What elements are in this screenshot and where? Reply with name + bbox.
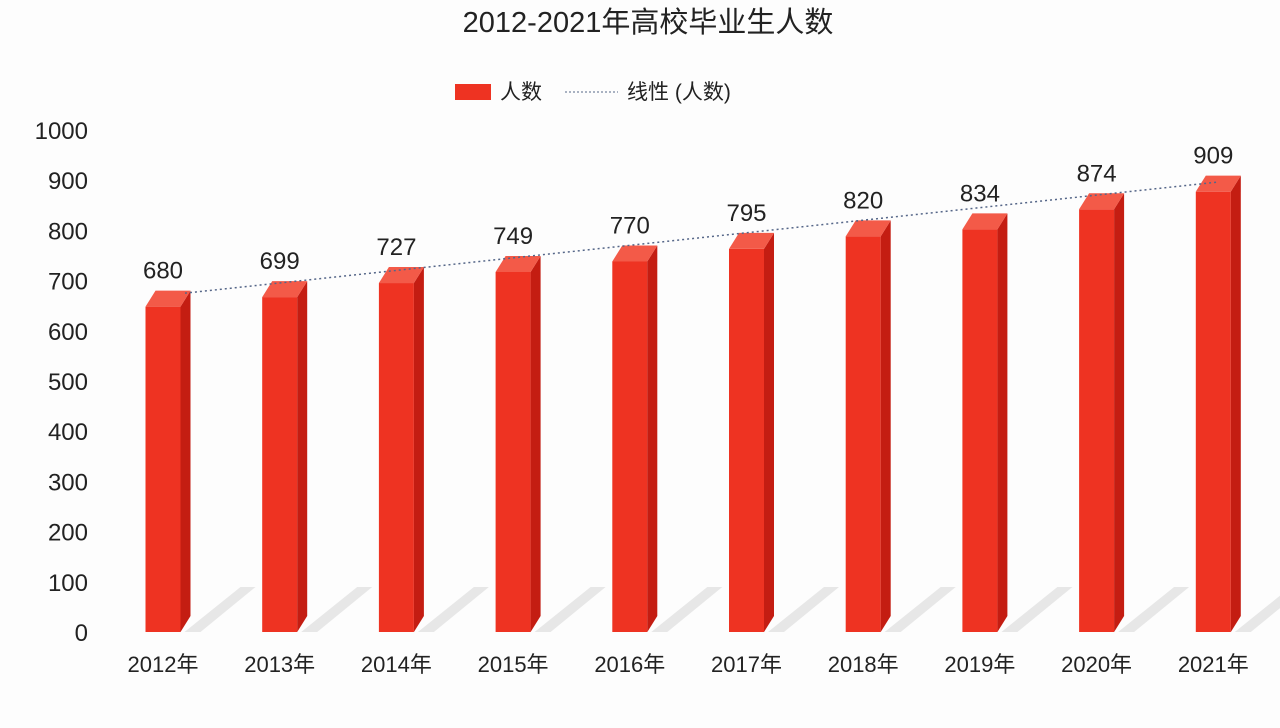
x-tick-label: 2014年 (361, 652, 432, 677)
bar-side (764, 232, 774, 632)
y-tick-label: 0 (75, 620, 88, 647)
bar-top (612, 245, 658, 262)
legend-label-bars: 人数 (500, 81, 542, 104)
bar-side (1230, 175, 1241, 632)
bar (1195, 191, 1231, 632)
bar (729, 248, 764, 632)
y-tick-label: 1000 (35, 118, 88, 145)
bar-side (180, 290, 191, 632)
x-tick-label: 2015年 (478, 652, 549, 677)
bar (495, 272, 531, 632)
bar (1079, 209, 1115, 632)
bar-shadow (301, 587, 373, 632)
bar-side (530, 256, 541, 632)
x-tick-label: 2020年 (1061, 652, 1132, 677)
bar-shadow (768, 587, 839, 632)
data-label: 699 (260, 248, 300, 275)
y-tick-label: 100 (48, 570, 88, 597)
bar (612, 261, 648, 632)
data-label: 834 (960, 180, 1000, 207)
bar-top (262, 281, 308, 298)
trendline (184, 181, 1219, 294)
data-label: 909 (1193, 143, 1233, 170)
x-tick-label: 2018年 (828, 652, 899, 677)
y-tick-label: 200 (48, 520, 88, 547)
y-tick-label: 500 (48, 369, 88, 396)
x-tick-label: 2017年 (711, 652, 782, 677)
x-tick-label: 2012年 (128, 652, 199, 677)
y-tick-label: 300 (48, 469, 88, 496)
bar (145, 306, 181, 632)
y-tick-label: 800 (48, 218, 88, 245)
bar-shadow (534, 587, 606, 632)
bar-top (145, 290, 191, 307)
chart-title: 2012-2021年高校毕业生人数 (463, 6, 834, 39)
data-label: 820 (843, 187, 883, 214)
data-label: 749 (493, 223, 533, 250)
bar-side (647, 245, 658, 632)
bar-shadow (1234, 595, 1280, 632)
x-tick-label: 2016年 (594, 652, 665, 677)
x-tick-label: 2013年 (244, 652, 315, 677)
bar-top (1195, 175, 1241, 192)
data-label: 795 (726, 200, 766, 227)
x-tick-label: 2021年 (1178, 652, 1249, 677)
bar-shadow (1001, 587, 1073, 632)
bar (962, 229, 998, 632)
x-tick-label: 2019年 (944, 652, 1015, 677)
bar-shadow (417, 587, 489, 632)
bar (378, 283, 414, 632)
bar-shadow (884, 587, 956, 632)
bar-top (1079, 193, 1125, 210)
y-tick-label: 600 (48, 319, 88, 346)
data-label: 727 (376, 234, 416, 261)
y-tick-label: 900 (48, 168, 88, 195)
bar (262, 297, 298, 632)
data-label: 874 (1077, 160, 1117, 187)
legend-swatch-bars (455, 84, 491, 100)
y-tick-label: 400 (48, 419, 88, 446)
y-tick-label: 700 (48, 269, 88, 296)
data-label: 680 (143, 258, 183, 285)
bar-side (413, 267, 424, 632)
bar (845, 236, 881, 633)
bar-top (845, 220, 891, 237)
bar-shadow (1118, 587, 1190, 632)
legend-label-trend: 线性 (人数) (627, 81, 731, 104)
bar-shadow (184, 587, 256, 632)
bar-top (495, 256, 541, 273)
legend: 人数 线性 (人数) (455, 81, 731, 104)
bar-side (880, 220, 891, 633)
bar-side (297, 281, 308, 632)
bar-side (997, 213, 1008, 632)
data-label: 770 (610, 212, 650, 239)
bar-side (1114, 193, 1125, 632)
bar-top (962, 213, 1008, 230)
bar-shadow (651, 587, 723, 632)
bar-top (729, 232, 774, 249)
